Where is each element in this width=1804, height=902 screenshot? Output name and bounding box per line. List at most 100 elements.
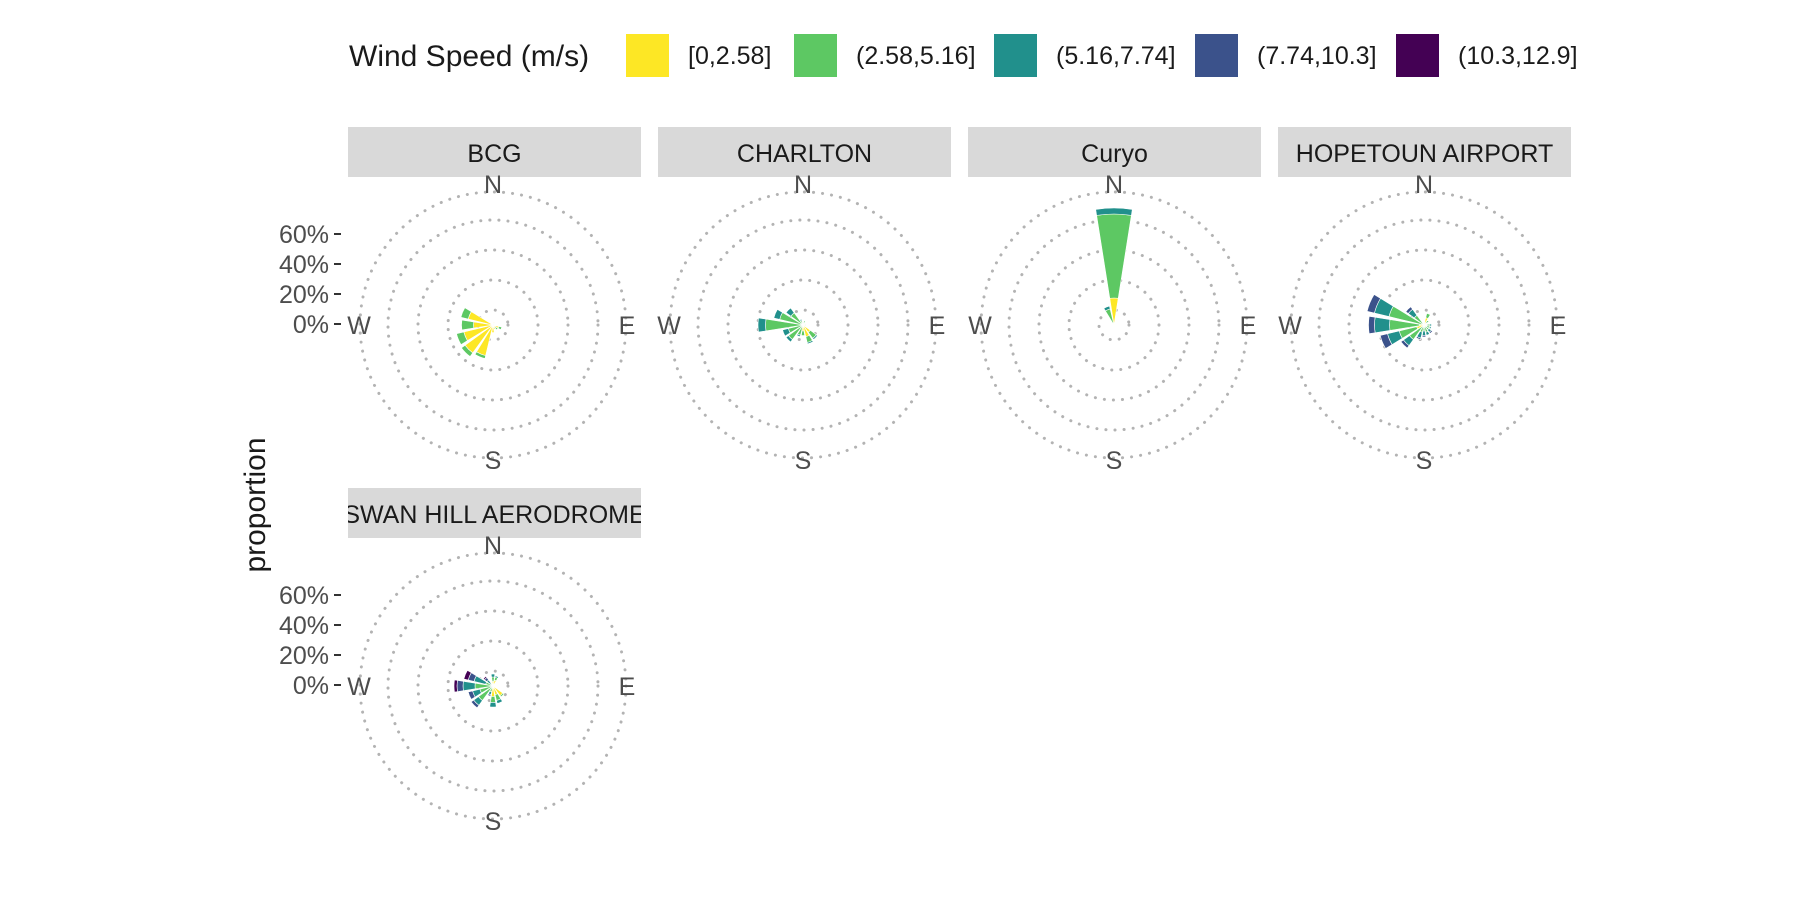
petal-135-bin-4 bbox=[1428, 329, 1433, 334]
panel-bcg: BCG N E S W 0%20%40%60% bbox=[279, 127, 641, 475]
petal-270-bin-2 bbox=[461, 319, 475, 331]
radial-tick-label: 20% bbox=[279, 281, 329, 309]
petal-67.5-bin-2 bbox=[802, 323, 807, 326]
grid-ring-5 bbox=[668, 190, 938, 460]
petal-247.5-bin-4 bbox=[467, 690, 476, 700]
radial-tick-label: 0% bbox=[293, 311, 329, 339]
petal-202.5-bin-2 bbox=[474, 351, 487, 359]
petal-202.5-bin-4 bbox=[487, 693, 492, 697]
petal-315-bin-3 bbox=[785, 307, 795, 317]
legend-key-4 bbox=[1195, 34, 1238, 77]
compass-label-w: W bbox=[347, 673, 371, 701]
grid-ring-2 bbox=[1377, 278, 1471, 372]
compass-label-w: W bbox=[347, 312, 371, 340]
petal-157.5-bin-3 bbox=[806, 339, 814, 345]
legend-key-2 bbox=[794, 34, 837, 77]
petal-112.5-bin-3 bbox=[1428, 326, 1432, 330]
grid-ring-3 bbox=[726, 248, 880, 402]
facet-strip-label: SWAN HILL AERODROME bbox=[343, 501, 645, 529]
panel-swan-hill-aerodrome: SWAN HILL AERODROME N E S W 0%20%40%60% bbox=[279, 488, 645, 836]
petal-0-bin-2 bbox=[1096, 213, 1132, 299]
grid-ring-5 bbox=[1289, 190, 1559, 460]
facet-strip bbox=[348, 488, 641, 538]
grid-ring-3 bbox=[1347, 248, 1501, 402]
petal-337.5-bin-3 bbox=[799, 318, 803, 322]
radial-tick-label: 20% bbox=[279, 642, 329, 670]
petal-270-bin-3 bbox=[757, 317, 767, 333]
petal-270-bin-3 bbox=[462, 680, 476, 692]
radial-tick-label: 0% bbox=[293, 672, 329, 700]
petal-292.5-bin-3 bbox=[773, 308, 783, 320]
y-axis-title: proportion bbox=[239, 437, 272, 572]
compass-label-s: S bbox=[485, 447, 502, 475]
petal-247.5-bin-2 bbox=[456, 331, 468, 346]
legend-key-1 bbox=[626, 34, 669, 77]
petal-157.5-bin-1 bbox=[492, 324, 496, 330]
petal-180-bin-1 bbox=[491, 324, 495, 333]
grid-ring-1 bbox=[1097, 308, 1131, 342]
legend-label-1: [0,2.58] bbox=[688, 42, 771, 70]
grid-ring-4 bbox=[1317, 218, 1531, 432]
grid-ring-5 bbox=[358, 551, 628, 821]
petal-225-bin-4 bbox=[1400, 339, 1410, 349]
petal-270-bin-4 bbox=[1368, 315, 1376, 335]
grid-ring-3 bbox=[1037, 248, 1191, 402]
radial-tick-label: 40% bbox=[279, 612, 329, 640]
compass-label-n: N bbox=[484, 171, 502, 199]
legend-key-3 bbox=[994, 34, 1037, 77]
radial-tick-label: 60% bbox=[279, 582, 329, 610]
petal-45-bin-2 bbox=[1425, 319, 1430, 324]
grid-ring-2 bbox=[756, 278, 850, 372]
petal-135-bin-2 bbox=[494, 326, 499, 331]
compass-label-e: E bbox=[929, 312, 946, 340]
petal-157.5-bin-3 bbox=[1425, 330, 1430, 336]
grid-ring-4 bbox=[1007, 218, 1221, 432]
petal-270-bin-5 bbox=[453, 679, 458, 693]
grid-ring-5 bbox=[979, 190, 1249, 460]
radial-tick-label: 40% bbox=[279, 251, 329, 279]
petal-180-bin-2 bbox=[801, 330, 805, 336]
petal-180-bin-3 bbox=[489, 701, 497, 708]
grid-ring-2 bbox=[446, 639, 540, 733]
petal-180-bin-4 bbox=[1421, 335, 1427, 338]
petal-22.5-bin-2 bbox=[1425, 312, 1431, 320]
grid-ring-2 bbox=[1067, 278, 1161, 372]
petal-315-bin-4 bbox=[1405, 306, 1413, 314]
panel-hopetoun-airport: HOPETOUN AIRPORT N E S W bbox=[1278, 127, 1571, 475]
petal-0-bin-3 bbox=[490, 673, 496, 678]
grid-ring-5 bbox=[358, 190, 628, 460]
petal-202.5-bin-4 bbox=[1415, 336, 1422, 340]
petal-90-bin-3 bbox=[1429, 323, 1432, 327]
legend-label-2: (2.58,5.16] bbox=[856, 42, 976, 70]
facet-strip-label: HOPETOUN AIRPORT bbox=[1296, 140, 1553, 168]
compass-label-e: E bbox=[1550, 312, 1567, 340]
petal-22.5-bin-2 bbox=[802, 320, 806, 325]
petal-180-bin-3 bbox=[1422, 330, 1426, 336]
petal-337.5-bin-3 bbox=[1103, 305, 1111, 312]
compass-label-s: S bbox=[1106, 447, 1123, 475]
compass-label-s: S bbox=[1416, 447, 1433, 475]
facet-strip bbox=[658, 127, 951, 177]
petal-135-bin-2 bbox=[499, 692, 505, 698]
legend-label-4: (7.74,10.3] bbox=[1257, 42, 1377, 70]
petal-112.5-bin-2 bbox=[497, 326, 503, 331]
facet-strip bbox=[348, 127, 641, 177]
compass-label-n: N bbox=[1415, 171, 1433, 199]
compass-label-e: E bbox=[1240, 312, 1257, 340]
petal-202.5-bin-3 bbox=[796, 333, 801, 338]
panel-curyo: Curyo N E S W bbox=[968, 127, 1261, 475]
petal-225-bin-2 bbox=[461, 344, 474, 357]
legend-label-3: (5.16,7.74] bbox=[1056, 42, 1176, 70]
facet-strip-label: CHARLTON bbox=[737, 140, 872, 168]
compass-label-s: S bbox=[485, 808, 502, 836]
compass-label-n: N bbox=[484, 532, 502, 560]
petal-292.5-bin-5 bbox=[463, 669, 472, 681]
grid-ring-4 bbox=[386, 218, 600, 432]
petal-247.5-bin-3 bbox=[782, 328, 791, 337]
facet-panels: BCGNESW0%20%40%60%CHARLTONNESWCuryoNESWH… bbox=[279, 127, 1571, 836]
petal-0-bin-3 bbox=[1095, 207, 1133, 216]
petal-270-bin-3 bbox=[1374, 316, 1391, 334]
facet-strip-label: Curyo bbox=[1081, 140, 1148, 168]
petal-292.5-bin-4 bbox=[1366, 294, 1381, 314]
